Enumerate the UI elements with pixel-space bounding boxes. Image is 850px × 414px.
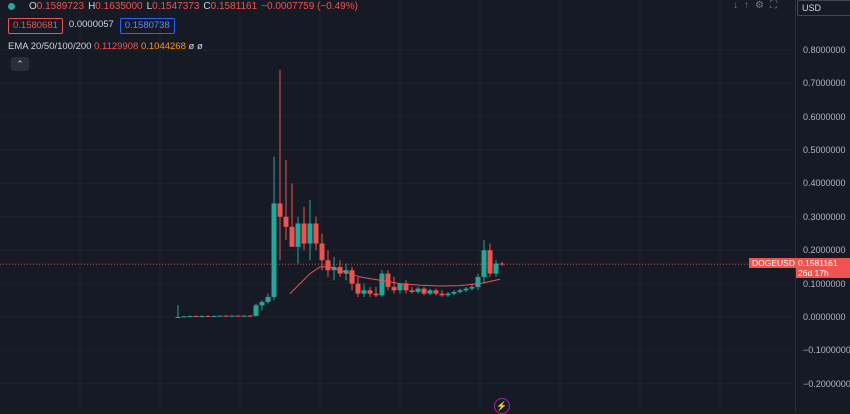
price-scale[interactable]: [795, 0, 850, 412]
candle-body: [481, 250, 487, 277]
change-value: −0.0007759 (−0.49%): [261, 1, 358, 12]
candle-body: [457, 290, 463, 292]
candle-body: [451, 291, 457, 294]
settings-icon[interactable]: ⚙: [755, 0, 764, 11]
price-tick: 0.4000000: [803, 178, 846, 189]
candle-body: [301, 223, 307, 244]
candle-body: [259, 301, 265, 306]
market-status-icon: [8, 3, 15, 10]
candle-body: [187, 315, 193, 317]
price-tick: 0.5000000: [803, 145, 846, 155]
candle-body: [409, 290, 415, 292]
chart-area[interactable]: [0, 0, 795, 412]
ema20-value: 0.1129908: [94, 41, 139, 52]
candle-body: [391, 286, 397, 291]
spread-value: 0.0000057: [68, 19, 114, 30]
price-tick: 0.2000000: [803, 245, 846, 256]
ema100-value: ø: [188, 41, 195, 52]
candle-body: [397, 283, 403, 291]
ohlc-legend: O0.1589723 H0.1635000 L0.1547373 C0.1581…: [8, 1, 358, 12]
last-price-label: 0.1581161 26d 17h: [796, 258, 850, 278]
candle-body: [175, 317, 181, 318]
ema50-value: 0.1044268: [140, 41, 186, 52]
buy-button[interactable]: 0.1580738: [119, 18, 175, 34]
last-price-value: 0.1581161: [798, 258, 838, 268]
candle-body: [217, 315, 223, 317]
candle-body: [475, 276, 481, 287]
candle-body: [205, 315, 211, 317]
currency-select[interactable]: USD: [797, 0, 850, 16]
candle-body: [487, 250, 493, 274]
quote-panel: 0.1580681 0.0000057 0.1580738: [8, 18, 175, 34]
fullscreen-icon[interactable]: ⛶: [769, 0, 777, 11]
candle-body: [211, 315, 217, 317]
candle-body: [271, 203, 277, 297]
candle-body: [229, 315, 235, 317]
candle-body: [349, 270, 355, 284]
ema200-value: ø: [196, 41, 203, 52]
candle-body: [319, 243, 325, 261]
candle-body: [223, 315, 229, 317]
candle-body: [289, 226, 295, 247]
price-tick: 0.0000000: [803, 312, 846, 322]
price-tick: 0.3000000: [803, 211, 846, 222]
candle-body: [433, 290, 439, 294]
candle-body: [355, 283, 361, 294]
open-value: 0.1589723: [36, 1, 85, 12]
candle-body: [307, 223, 313, 244]
candle-body: [403, 283, 409, 291]
candle-body: [241, 315, 247, 317]
candle-body: [421, 288, 427, 294]
chart-toolbar: ↓ ↑ ⚙ ⛶: [733, 0, 777, 11]
candle-body: [373, 293, 379, 296]
candle-body: [385, 273, 391, 287]
close-value: 0.1581161: [210, 1, 258, 12]
candle-body: [445, 293, 451, 296]
price-tick: 0.1000000: [803, 278, 846, 289]
candle-body: [283, 216, 289, 227]
download-arrow-icon[interactable]: ↓: [733, 0, 738, 11]
candle-body: [253, 305, 259, 316]
candle-body: [439, 293, 445, 296]
candle-body: [367, 290, 373, 294]
candle-body: [193, 315, 199, 317]
up-arrow-icon[interactable]: ↑: [744, 0, 749, 11]
price-tick: −0.2000000: [803, 378, 850, 389]
candle-body: [415, 288, 421, 292]
candle-body: [265, 296, 271, 302]
price-tick: 0.8000000: [803, 44, 846, 55]
candle-body: [199, 315, 205, 317]
candle-body: [277, 203, 283, 217]
candle-body: [427, 290, 433, 294]
candlestick-chart[interactable]: [0, 0, 795, 412]
candle-body: [247, 315, 253, 317]
candle-body: [313, 223, 319, 244]
collapse-legend-button[interactable]: ⌃: [11, 57, 29, 71]
candle-body: [469, 286, 475, 289]
price-tick: −0.1000000: [803, 345, 850, 356]
candle-body: [325, 260, 331, 271]
symbol-label: DOGEUSD: [749, 258, 798, 268]
candle-body: [361, 290, 367, 294]
candle-body: [379, 273, 385, 296]
candle-body: [295, 223, 301, 247]
high-value: 0.1635000: [95, 1, 143, 12]
candle-body: [181, 316, 187, 318]
candle-body: [493, 263, 499, 274]
ema-legend[interactable]: EMA 20/50/100/200 0.1129908 0.1044268 ø …: [8, 41, 203, 52]
ema20-line: [289, 266, 501, 294]
chevron-up-icon: ⌃: [16, 59, 24, 69]
candle-body: [499, 263, 505, 265]
candle-body: [235, 315, 241, 317]
price-tick: 0.6000000: [803, 111, 846, 122]
sell-button[interactable]: 0.1580681: [8, 18, 63, 34]
candle-body: [463, 288, 469, 291]
countdown-value: 26d 17h: [798, 268, 829, 278]
ema-label: EMA 20/50/100/200: [8, 41, 92, 52]
price-tick: 0.7000000: [803, 78, 846, 89]
low-value: 0.1547373: [152, 1, 200, 12]
